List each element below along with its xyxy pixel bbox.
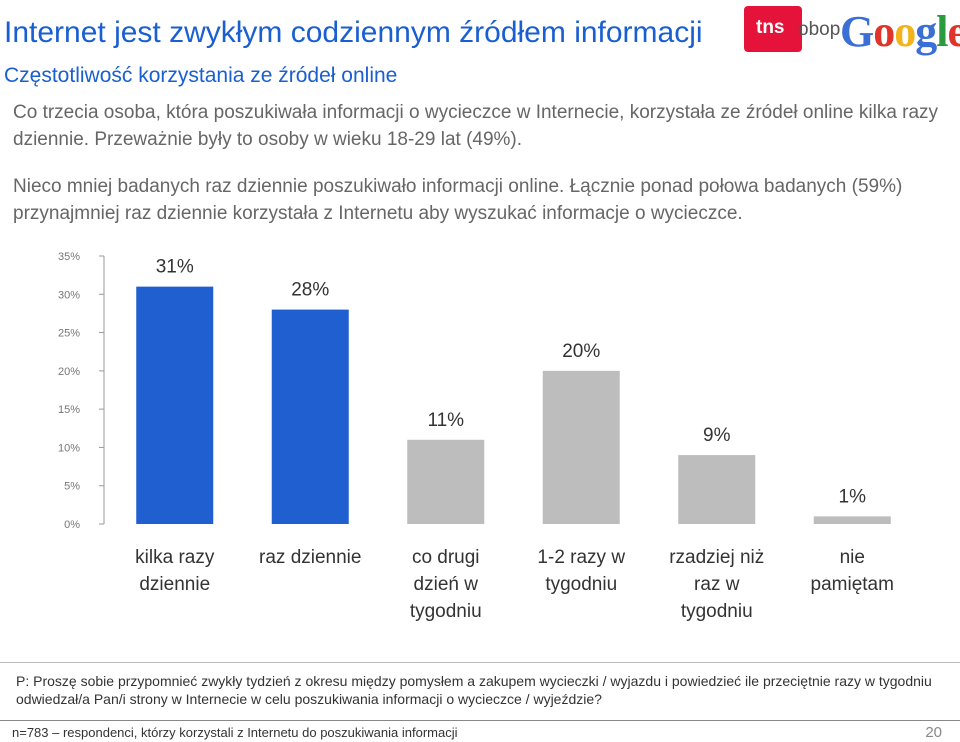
bar-data-label: 31% bbox=[156, 257, 194, 278]
y-tick-label: 5% bbox=[64, 481, 80, 493]
paragraph-1: Co trzecia osoba, która poszukiwała info… bbox=[13, 102, 939, 150]
bar bbox=[136, 286, 214, 524]
x-category-label: dziennie bbox=[139, 574, 210, 595]
y-tick-label: 0% bbox=[64, 519, 80, 531]
paragraph-2: Nieco mniej badanych raz dziennie poszuk… bbox=[13, 176, 903, 224]
x-category-label: dzień w bbox=[414, 574, 479, 595]
bar-data-label: 9% bbox=[703, 425, 731, 446]
divider bbox=[0, 662, 960, 663]
google-logo-letter: o bbox=[873, 7, 895, 56]
bar bbox=[813, 516, 891, 524]
x-category-label: kilka razy bbox=[135, 547, 215, 568]
y-tick-label: 35% bbox=[58, 251, 80, 263]
bar-data-label: 1% bbox=[839, 486, 867, 507]
bar bbox=[678, 455, 756, 524]
page-number: 20 bbox=[925, 724, 942, 741]
bar bbox=[271, 309, 349, 524]
sample-note: n=783 – respondenci, którzy korzystali z… bbox=[12, 725, 458, 740]
x-category-label: raz w bbox=[694, 574, 740, 595]
x-category-label: nie bbox=[840, 547, 865, 568]
footer-divider bbox=[0, 720, 960, 721]
bar-data-label: 20% bbox=[562, 341, 600, 362]
google-logo-letter: g bbox=[915, 7, 937, 56]
obop-logo: obop bbox=[798, 19, 841, 40]
bar-data-label: 28% bbox=[291, 280, 329, 301]
google-logo-letter: l bbox=[936, 7, 948, 56]
bar bbox=[407, 439, 485, 524]
y-tick-label: 10% bbox=[58, 442, 80, 454]
google-logo-letter: e bbox=[947, 7, 960, 56]
x-category-label: raz dziennie bbox=[259, 547, 361, 568]
tns-logo: tns bbox=[744, 6, 802, 52]
x-category-label: tygodniu bbox=[681, 601, 753, 622]
x-category-label: pamiętam bbox=[811, 574, 894, 595]
y-tick-label: 30% bbox=[58, 289, 80, 301]
y-tick-label: 20% bbox=[58, 366, 80, 378]
google-logo-letter: o bbox=[894, 7, 916, 56]
bar-data-label: 11% bbox=[427, 410, 464, 431]
page-subtitle: Częstotliwość korzystania ze źródeł onli… bbox=[4, 64, 398, 87]
page-title: Internet jest zwykłym codziennym źródłem… bbox=[4, 16, 703, 49]
x-category-label: rzadziej niż bbox=[669, 547, 764, 568]
y-tick-label: 15% bbox=[58, 404, 80, 416]
x-category-label: co drugi bbox=[412, 547, 480, 568]
x-category-label: tygodniu bbox=[410, 601, 482, 622]
x-category-label: 1-2 razy w bbox=[537, 547, 625, 568]
bar bbox=[542, 370, 620, 524]
y-tick-label: 25% bbox=[58, 328, 80, 340]
tns-logo-text: tns bbox=[756, 17, 785, 38]
x-category-label: tygodniu bbox=[545, 574, 617, 595]
question-note: P: Proszę sobie przypomnieć zwykły tydzi… bbox=[16, 673, 932, 707]
bar-chart: 0% 5% 10% 15% 20% 25% 30% 35% 31% kilka razy dzien… bbox=[58, 251, 894, 622]
google-logo: Google bbox=[840, 6, 960, 57]
google-logo-letter: G bbox=[840, 7, 874, 56]
